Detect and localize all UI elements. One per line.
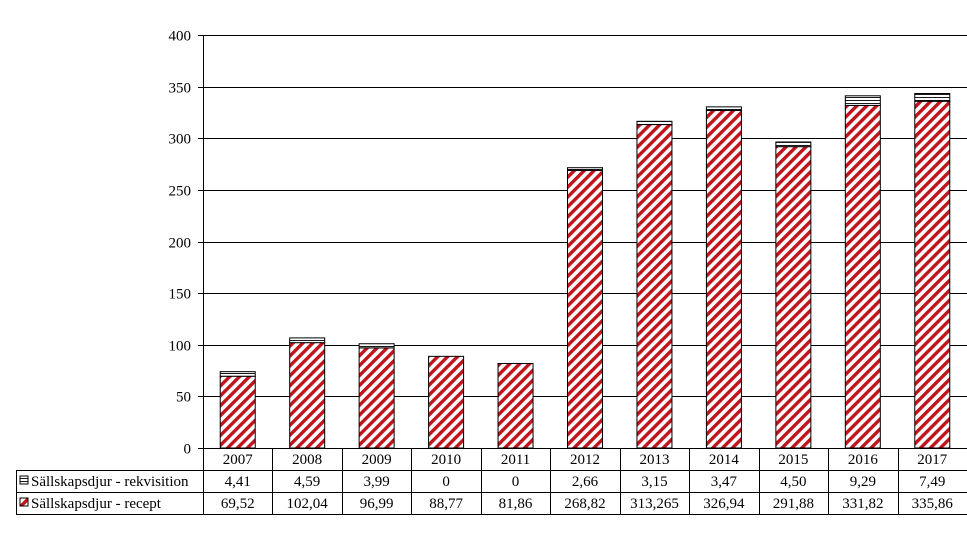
data-label-recept: 313,265 [630, 496, 679, 512]
bar-rekvisition [914, 92, 951, 102]
bar-recept [497, 362, 534, 449]
y-tick-label: 100 [169, 339, 192, 355]
x-tick-label: 2009 [362, 452, 392, 468]
y-tick-label: 50 [176, 390, 191, 406]
data-label-rekvisition: 4,59 [294, 474, 320, 490]
y-tick-label: 400 [169, 29, 192, 45]
data-label-recept: 291,88 [773, 496, 814, 512]
data-label-rekvisition: 7,49 [919, 474, 945, 490]
data-label-rekvisition: 3,99 [364, 474, 390, 490]
y-tick-label: 150 [169, 287, 192, 303]
bar-recept [636, 124, 673, 449]
data-table: 2007 2008 2009 2010 2011 2012 2013 2014 2015 2016… [16, 448, 967, 515]
legend-swatch-recept [19, 497, 29, 507]
bar-rekvisition [775, 141, 812, 148]
bar-recept [428, 355, 465, 449]
data-label-recept: 102,04 [287, 496, 329, 512]
y-tick-label: 350 [169, 81, 192, 97]
bar-recept [567, 169, 603, 449]
y-axis: 0 50 100 150 200 250 300 350 400 [169, 29, 204, 458]
bar-recept [358, 347, 395, 449]
bar-recept [914, 100, 951, 449]
x-tick-label: 2010 [431, 452, 461, 468]
bar-recept [219, 375, 256, 449]
bar-recept [844, 104, 881, 449]
legend-label-recept: Sällskapsdjur - recept [31, 496, 162, 512]
data-label-recept: 268,82 [564, 496, 605, 512]
bars [219, 92, 951, 449]
bar-recept [775, 146, 812, 449]
data-label-rekvisition: 0 [442, 474, 450, 490]
data-label-recept: 81,86 [499, 496, 533, 512]
data-label-recept: 335,86 [912, 496, 954, 512]
data-label-recept: 88,77 [429, 496, 463, 512]
y-tick-label: 250 [169, 184, 192, 200]
data-label-recept: 96,99 [360, 496, 394, 512]
bar-rekvisition [844, 95, 881, 106]
x-tick-label: 2017 [917, 452, 948, 468]
bar-rekvisition [219, 371, 256, 377]
bar-recept [705, 109, 742, 449]
x-tick-label: 2007 [223, 452, 254, 468]
data-label-rekvisition: 4,41 [225, 474, 251, 490]
data-label-rekvisition: 4,50 [780, 474, 806, 490]
data-label-rekvisition: 9,29 [850, 474, 876, 490]
data-label-recept: 326,94 [703, 496, 745, 512]
bar-rekvisition [358, 343, 395, 349]
bar-rekvisition [289, 337, 326, 344]
data-label-recept: 69,52 [221, 496, 255, 512]
x-tick-label: 2011 [501, 452, 530, 468]
x-tick-label: 2016 [848, 452, 879, 468]
y-tick-label: 0 [184, 442, 192, 458]
legend-label-rekvisition: Sällskapsdjur - rekvisition [31, 474, 189, 490]
bar-rekvisition [705, 106, 742, 111]
y-tick-label: 300 [169, 132, 192, 148]
data-label-rekvisition: 3,47 [711, 474, 738, 490]
data-label-rekvisition: 2,66 [572, 474, 599, 490]
x-tick-label: 2008 [292, 452, 322, 468]
data-label-rekvisition: 3,15 [641, 474, 667, 490]
bar-rekvisition [636, 120, 673, 126]
bar-recept [289, 342, 326, 449]
x-tick-label: 2013 [639, 452, 669, 468]
data-label-recept: 331,82 [842, 496, 883, 512]
y-tick-label: 200 [169, 236, 192, 252]
x-tick-label: 2012 [570, 452, 600, 468]
x-tick-label: 2015 [778, 452, 808, 468]
data-label-rekvisition: 0 [512, 474, 520, 490]
x-tick-label: 2014 [709, 452, 740, 468]
bar-rekvisition [567, 167, 603, 171]
legend-swatch-rekvisition [19, 475, 29, 485]
